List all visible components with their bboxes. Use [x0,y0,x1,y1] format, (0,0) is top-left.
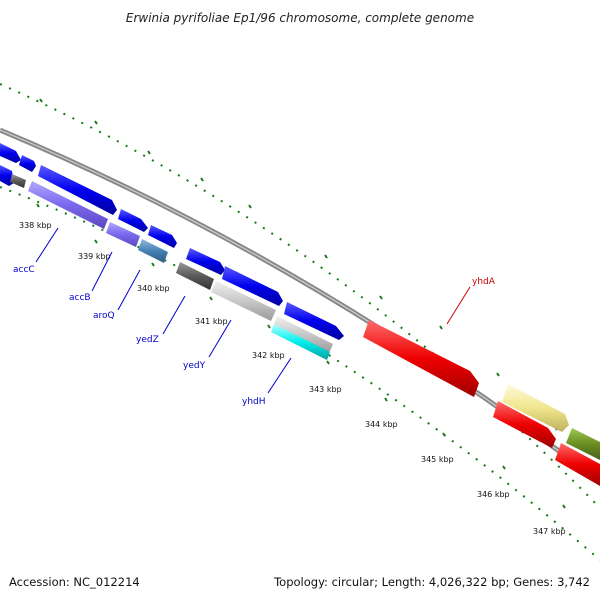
gene-feature-yedY-upper[interactable] [222,266,283,306]
gene-feature-yedZ[interactable] [176,262,214,290]
tick-label-338: 338 kbp [19,221,52,230]
gene-feature-olive[interactable] [566,428,600,460]
inner-tick-ring [0,186,600,561]
tick-label-345: 345 kbp [421,455,454,464]
gene-feature-yedZ-upper[interactable] [186,248,225,275]
gene-label-aroQ[interactable]: aroQ [93,311,115,321]
gene-feature-yhdH-upper[interactable] [284,302,344,340]
gene-feature-aroQ-upper[interactable] [148,225,177,248]
map-title: Erwinia pyrifoliae Ep1/96 chromosome, co… [126,11,474,25]
gene-feature-aroQ[interactable] [138,239,168,263]
tick-labels: 338 kbp 339 kbp 340 kbp 341 kbp 342 kbp … [19,221,566,536]
yhdA-leader-line [446,286,471,325]
gene-feature-yhdH[interactable] [271,324,330,360]
tick-label-341: 341 kbp [195,317,228,326]
tick-label-339: 339 kbp [78,252,111,261]
gene-label-accC[interactable]: accC [13,265,35,275]
gene-label-yhdA[interactable]: yhdA [472,277,496,287]
gene-feature-khaki[interactable] [502,384,569,432]
gene-label-yhdH[interactable]: yhdH [242,397,266,407]
tick-label-347: 347 kbp [533,527,566,536]
reverse-strand-genes [0,165,333,360]
gene-feature-f2[interactable] [19,155,36,172]
forward-strand-genes [0,143,344,340]
gene-feature-r1[interactable] [10,174,26,188]
gene-feature-yedY[interactable] [211,281,276,321]
gene-feature-accB-upper[interactable] [118,209,148,232]
tick-label-340: 340 kbp [137,284,170,293]
right-genes [363,320,600,486]
gene-feature-accC-body[interactable] [28,181,108,229]
genome-summary-text: Topology: circular; Length: 4,026,322 bp… [273,575,590,589]
gene-labels: accC accB aroQ yedZ yedY yhdH yhdA [13,265,496,407]
gene-feature-accC[interactable] [38,165,117,215]
gene-feature-yhdA[interactable] [363,320,479,397]
gene-feature-accB[interactable] [106,222,140,247]
gene-label-accB[interactable]: accB [69,293,91,303]
genome-backbone [0,127,600,484]
tick-label-342: 342 kbp [252,351,285,360]
gene-feature-red-2[interactable] [493,401,556,448]
gene-leader-lines [35,227,292,394]
tick-label-343: 343 kbp [309,385,342,394]
accession-text: Accession: NC_012214 [9,575,140,589]
gene-label-yedY[interactable]: yedY [183,361,206,371]
outer-major-ticks [39,98,558,431]
tick-label-346: 346 kbp [477,490,510,499]
gene-feature-red-3[interactable] [555,443,600,486]
backbone-highlight [0,129,600,483]
gene-feature-yhdH-upper-band[interactable] [274,316,333,353]
gene-label-yedZ[interactable]: yedZ [136,335,159,345]
tick-label-344: 344 kbp [365,420,398,429]
inner-major-ticks [36,203,566,509]
gene-feature-f1[interactable] [0,143,21,163]
